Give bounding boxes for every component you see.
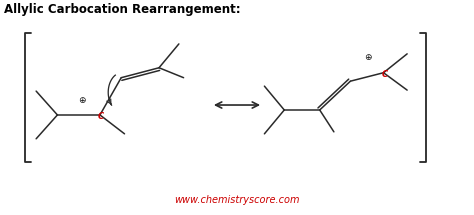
Text: C: C xyxy=(382,70,388,79)
Text: $\oplus$: $\oplus$ xyxy=(78,95,86,105)
Text: $\oplus$: $\oplus$ xyxy=(364,52,373,62)
Text: Allylic Carbocation Rearrangement:: Allylic Carbocation Rearrangement: xyxy=(4,3,241,16)
Text: C: C xyxy=(98,112,104,121)
Text: www.chemistryscore.com: www.chemistryscore.com xyxy=(174,195,300,205)
